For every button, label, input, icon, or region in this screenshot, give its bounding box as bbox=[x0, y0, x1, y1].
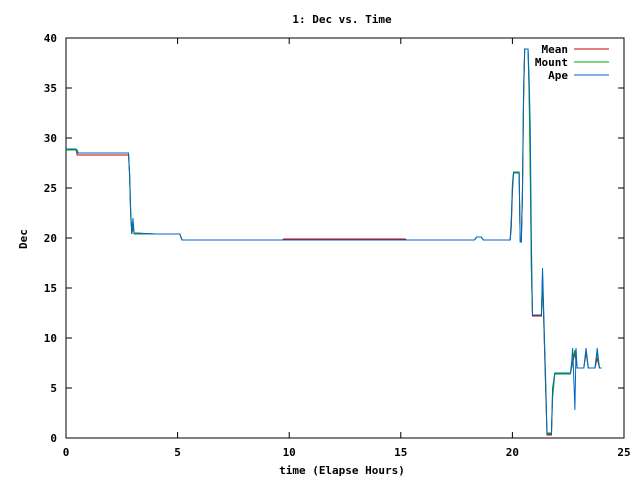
x-tick-label: 15 bbox=[394, 446, 407, 459]
y-axis-label: Dec bbox=[17, 229, 30, 249]
x-tick-label: 20 bbox=[506, 446, 519, 459]
y-tick-label: 35 bbox=[44, 82, 57, 95]
y-tick-label: 10 bbox=[44, 332, 57, 345]
x-axis-label: time (Elapse Hours) bbox=[279, 464, 405, 477]
x-tick-label: 0 bbox=[63, 446, 70, 459]
chart-title: 1: Dec vs. Time bbox=[292, 13, 392, 26]
series-line-ape bbox=[66, 48, 602, 434]
legend-label-ape: Ape bbox=[548, 69, 568, 82]
legend-label-mean: Mean bbox=[542, 43, 569, 56]
y-tick-label: 20 bbox=[44, 232, 57, 245]
y-tick-label: 30 bbox=[44, 132, 57, 145]
x-tick-label: 25 bbox=[617, 446, 630, 459]
plot-frame bbox=[65, 37, 625, 439]
y-tick-label: 25 bbox=[44, 182, 57, 195]
series-lines bbox=[66, 48, 602, 436]
y-tick-label: 40 bbox=[44, 32, 57, 45]
legend-label-mount: Mount bbox=[535, 56, 568, 69]
y-tick-label: 5 bbox=[50, 382, 57, 395]
y-tick-label: 0 bbox=[50, 432, 57, 445]
x-tick-label: 5 bbox=[174, 446, 181, 459]
y-tick-label: 15 bbox=[44, 282, 57, 295]
x-tick-label: 10 bbox=[283, 446, 296, 459]
axis-ticks: 0 5 10 15 20 25 30 35 40 0 5 10 15 20 25 bbox=[44, 32, 631, 459]
